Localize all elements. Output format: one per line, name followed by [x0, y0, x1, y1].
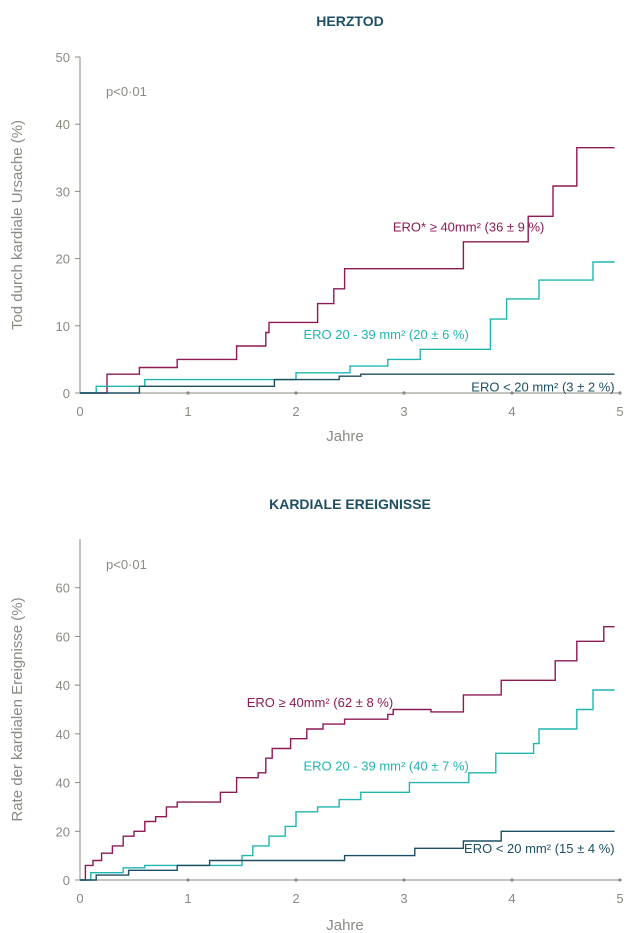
- x-tick-label: 3: [400, 404, 407, 419]
- series-line-1: [80, 626, 615, 881]
- series-label-2: ERO 20 - 39 mm² (40 ± 7 %): [303, 758, 468, 773]
- x-tick-mark: [186, 391, 190, 395]
- x-tick-label: 1: [184, 891, 191, 906]
- p-value-annotation: p<0·01: [106, 557, 147, 572]
- x-tick-label: 5: [616, 891, 623, 906]
- y-axis-label: Tod durch kardiale Ursache (%): [9, 120, 26, 330]
- x-tick-label: 0: [76, 891, 83, 906]
- y-tick-label: 40: [56, 117, 70, 132]
- x-tick-mark: [402, 391, 406, 395]
- series-label-2: ERO 20 - 39 mm² (20 ± 6 %): [303, 327, 468, 342]
- y-tick-label: 30: [56, 184, 70, 199]
- series-label-1: ERO* ≥ 40mm² (36 ± 9 %): [393, 220, 545, 235]
- chart-2: KARDIALE EREIGNISSE 0 20 40 40 40 60 60 0 1 2 3 4 5 Ja…: [9, 496, 624, 933]
- chart-title: KARDIALE EREIGNISSE: [269, 496, 431, 512]
- x-tick-mark: [294, 391, 298, 395]
- y-tick-label: 0: [63, 873, 70, 888]
- y-tick-label: 0: [63, 386, 70, 401]
- x-tick-mark: [294, 878, 298, 882]
- chart-title: HERZTOD: [316, 13, 383, 29]
- series-label-3: ERO < 20 mm² (15 ± 4 %): [464, 841, 615, 856]
- x-tick-label: 3: [400, 891, 407, 906]
- series-line-3: [80, 830, 615, 881]
- x-tick-mark: [186, 878, 190, 882]
- x-axis-label: Jahre: [326, 917, 364, 933]
- y-tick-label: 20: [56, 824, 70, 839]
- y-tick-label: 10: [56, 319, 70, 334]
- y-tick-label: 20: [56, 252, 70, 267]
- y-tick-label: 50: [56, 50, 70, 65]
- x-tick-label: 2: [292, 404, 299, 419]
- p-value-annotation: p<0·01: [106, 84, 147, 99]
- x-axis-label: Jahre: [326, 428, 364, 445]
- x-tick-label: 0: [76, 404, 83, 419]
- chart-1: HERZTOD 0 10 20 30 40 50 0 1 2 3 4 5 Jahre Tod durch k…: [9, 13, 624, 445]
- series-line-2: [80, 261, 615, 394]
- x-tick-label: 2: [292, 891, 299, 906]
- y-tick-label: 40: [56, 776, 70, 791]
- y-tick-label: 40: [56, 727, 70, 742]
- series-line-3: [80, 373, 615, 394]
- x-tick-label: 1: [184, 404, 191, 419]
- y-axis-label: Rate der kardialen Ereignisse (%): [9, 597, 26, 821]
- x-tick-label: 4: [508, 404, 515, 419]
- y-tick-label: 60: [56, 581, 70, 596]
- x-tick-mark: [618, 878, 622, 882]
- x-tick-label: 5: [616, 404, 623, 419]
- x-tick-mark: [618, 391, 622, 395]
- x-tick-label: 4: [508, 891, 515, 906]
- series-line-1: [80, 147, 615, 394]
- y-tick-label: 40: [56, 678, 70, 693]
- series-line-2: [80, 689, 615, 881]
- y-tick-label: 60: [56, 629, 70, 644]
- x-tick-mark: [402, 878, 406, 882]
- series-label-3: ERO < 20 mm² (3 ± 2 %): [471, 380, 614, 395]
- x-tick-mark: [510, 878, 514, 882]
- series-label-1: ERO ≥ 40mm² (62 ± 8 %): [247, 695, 393, 710]
- x-tick-mark: [510, 391, 514, 395]
